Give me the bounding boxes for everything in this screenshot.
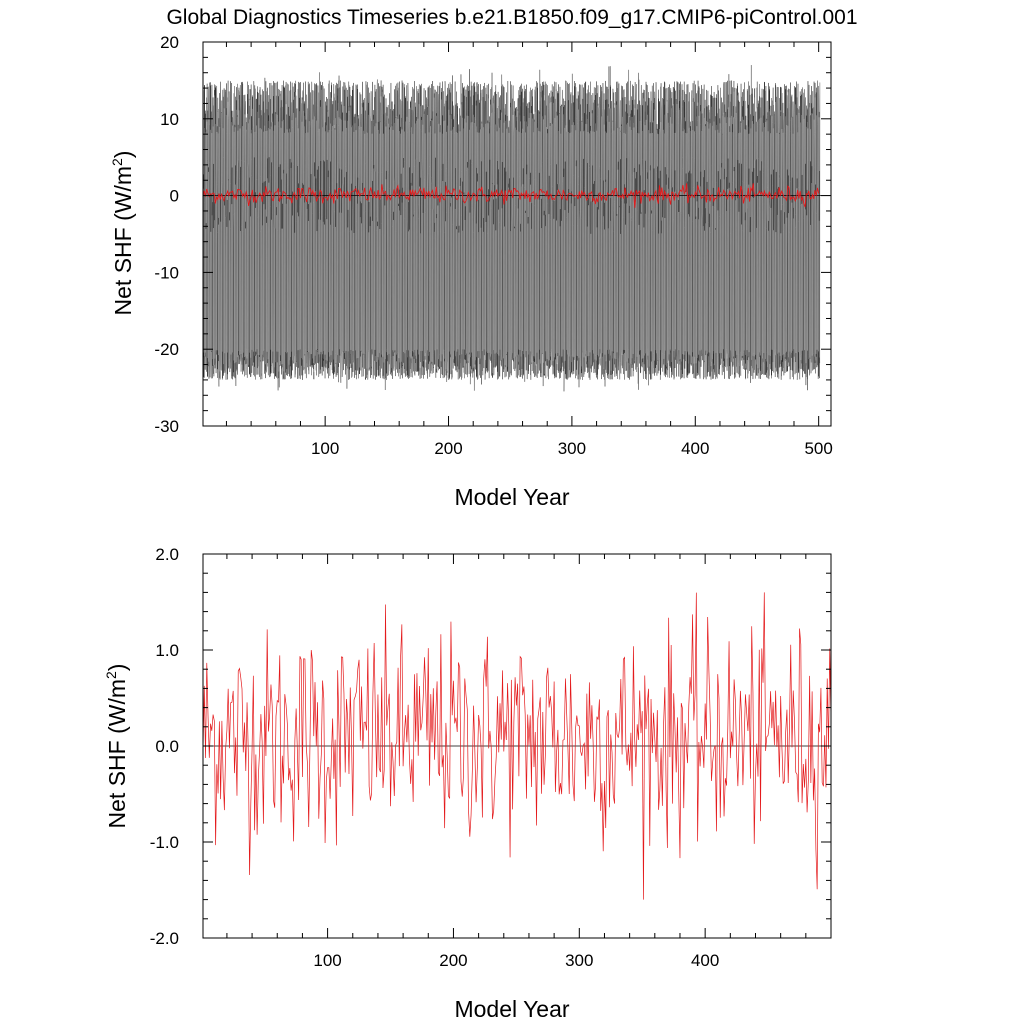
y-axis-label-close: ) (104, 664, 130, 672)
annual-series (202, 183, 820, 208)
x-tick-label: 400 (691, 951, 719, 970)
y-tick-label: 2.0 (155, 545, 179, 564)
y-tick-label: 10 (160, 110, 179, 129)
top-panel: -30 -20 -10 0 10 20 100 200 300 400 500 Model Yea… (109, 33, 833, 510)
plot-frame (202, 41, 832, 427)
y-axis-label: Net SHF (W/m2) (109, 151, 136, 316)
bottom-panel: -2.0 -1.0 0.0 1.0 2.0 100 200 300 400 Model Yea… (103, 545, 832, 1022)
ticks (203, 553, 831, 939)
y-tick-label: -20 (154, 340, 179, 359)
x-tick-label: 200 (434, 439, 462, 458)
y-tick-label: 0.0 (155, 737, 179, 756)
x-tick-label: 200 (439, 951, 467, 970)
x-tick-label: 100 (311, 439, 339, 458)
x-tick-label: 300 (558, 439, 586, 458)
y-axis-label-close: ) (110, 151, 136, 159)
x-tick-labels: 100 200 300 400 500 (311, 439, 833, 458)
x-axis-label: Model Year (454, 996, 569, 1022)
y-axis-label-text: Net SHF (W/m (110, 166, 136, 316)
y-tick-label: 0 (170, 187, 179, 206)
annual-line (202, 592, 832, 900)
y-tick-label: -2.0 (150, 929, 179, 948)
y-axis-label-sup: 2 (109, 158, 125, 166)
x-tick-labels: 100 200 300 400 (313, 951, 719, 970)
x-axis-label: Model Year (454, 484, 569, 510)
x-tick-label: 400 (681, 439, 709, 458)
annual-line (202, 183, 820, 208)
y-axis-label-text: Net SHF (W/m (104, 679, 130, 829)
y-axis-label-sup: 2 (103, 671, 119, 679)
x-tick-label: 300 (565, 951, 593, 970)
y-tick-labels: -2.0 -1.0 0.0 1.0 2.0 (150, 545, 179, 948)
y-axis-label: Net SHF (W/m2) (103, 664, 130, 829)
chart-title: Global Diagnostics Timeseries b.e21.B185… (166, 6, 857, 29)
y-tick-label: 20 (160, 33, 179, 52)
y-tick-labels: -30 -20 -10 0 10 20 (154, 33, 179, 436)
y-tick-label: -1.0 (150, 833, 179, 852)
monthly-line (202, 65, 821, 392)
ticks (203, 41, 831, 427)
y-tick-label: -30 (154, 417, 179, 436)
x-tick-label: 100 (313, 951, 341, 970)
x-tick-label: 500 (804, 439, 832, 458)
y-tick-label: 1.0 (155, 641, 179, 660)
annual-series (202, 592, 832, 900)
monthly-series (202, 65, 821, 392)
y-tick-label: -10 (154, 263, 179, 282)
